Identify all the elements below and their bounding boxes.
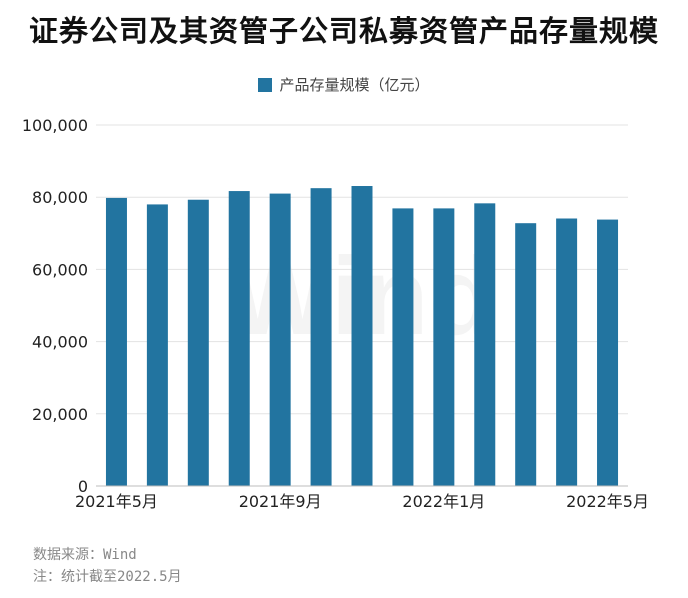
footnote: 注：统计截至2022.5月 [33, 569, 182, 585]
y-tick-label: 0 [78, 477, 88, 496]
x-tick-label: 2022年1月 [402, 492, 485, 511]
y-tick-label: 100,000 [22, 116, 88, 135]
y-tick-label: 20,000 [32, 405, 88, 424]
bar [474, 203, 496, 486]
source-note: 数据来源：Wind [33, 547, 137, 563]
bar [351, 186, 373, 486]
bar [105, 197, 127, 486]
x-tick-label: 2022年5月 [566, 492, 649, 511]
bar [187, 199, 209, 487]
bars [105, 186, 619, 487]
x-axis-ticks: 2021年5月 2021年9月 2022年1月 2022年5月 [75, 492, 649, 511]
x-tick-label: 2021年9月 [239, 492, 322, 511]
legend-label: 产品存量规模（亿元） [279, 76, 430, 94]
bar [269, 193, 291, 486]
y-axis-ticks: 0 20,000 40,000 60,000 80,000 100,000 [22, 116, 88, 496]
bar [392, 208, 414, 487]
y-tick-label: 80,000 [32, 188, 88, 207]
x-tick-label: 2021年5月 [75, 492, 158, 511]
bar [433, 208, 455, 487]
bar [515, 223, 537, 486]
bar [556, 218, 578, 486]
legend: 产品存量规模（亿元） [0, 74, 688, 95]
legend-swatch [258, 77, 273, 92]
bar [310, 188, 332, 487]
y-tick-label: 60,000 [32, 260, 88, 279]
bar [597, 219, 619, 486]
bar [228, 191, 250, 487]
y-tick-label: 40,000 [32, 333, 88, 352]
bar [146, 204, 168, 487]
chart-title: 证券公司及其资管子公司私募资管产品存量规模 [28, 14, 659, 48]
